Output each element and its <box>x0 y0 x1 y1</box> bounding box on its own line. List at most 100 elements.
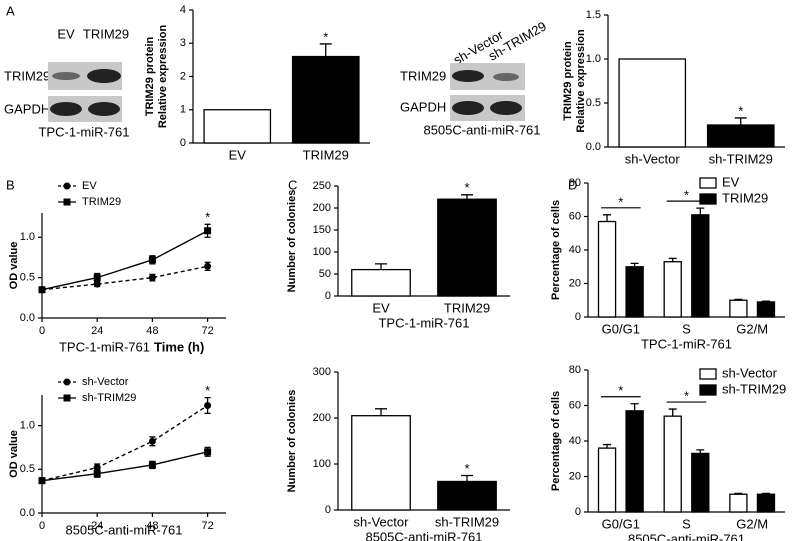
y-tick-label: 250 <box>313 180 331 192</box>
point <box>148 256 156 264</box>
band <box>493 73 519 81</box>
y-tick-label: 2 <box>180 70 186 82</box>
error-bar <box>761 492 770 495</box>
x-tick-label: EV <box>229 147 247 162</box>
y-tick-label: 100 <box>313 246 331 258</box>
y-tick-label: 80 <box>569 177 581 189</box>
bar <box>691 452 710 513</box>
point <box>38 286 46 294</box>
bar <box>729 299 748 318</box>
x-axis-label: Time (h) <box>154 339 204 354</box>
error-bar <box>761 300 770 302</box>
point <box>93 274 101 282</box>
row-label: TRIM29 <box>400 68 446 83</box>
bar <box>351 415 411 511</box>
x-caption: 8505C-anti-miR-761 <box>65 522 182 537</box>
x-tick-label: G0/G1 <box>602 516 640 531</box>
y-tick-label: 40 <box>569 435 581 447</box>
blot-caption: 8505C-anti-miR-761 <box>423 122 540 137</box>
bar <box>203 109 272 144</box>
x-tick-label: TRIM29 <box>444 300 490 315</box>
y-tick-label: 1 <box>180 104 186 116</box>
legend-label: EV <box>722 174 740 189</box>
row-label: TRIM29 <box>4 68 50 83</box>
bar <box>351 268 411 297</box>
x-tick-label: G2/M <box>736 321 768 336</box>
legend-marker <box>63 198 71 206</box>
error-bar <box>461 474 473 482</box>
error-bar <box>461 194 473 200</box>
bar <box>756 493 776 513</box>
y-tick-label: 200 <box>313 412 331 424</box>
legend-label: sh-Vector <box>722 365 778 380</box>
western-blot: EV TRIM29 TRIM29 GAPDH TPC-1-miR-761 <box>4 26 130 139</box>
y-axis-label: Percentage of cells <box>550 200 562 300</box>
legend-marker <box>63 394 71 402</box>
point <box>38 477 46 485</box>
y-tick-label: 100 <box>313 458 331 470</box>
series-line <box>41 451 208 482</box>
row-label: GAPDH <box>4 101 50 116</box>
x-tick-label: 72 <box>201 520 213 532</box>
lane-label: EV <box>57 26 75 41</box>
bar <box>625 266 644 318</box>
x-tick-label: TRIM29 <box>303 147 349 162</box>
legend-label: EV <box>82 180 97 192</box>
bar <box>706 124 775 148</box>
bar <box>437 198 497 297</box>
y-tick-label: 1.5 <box>586 9 601 21</box>
x-tick-label: sh-TRIM29 <box>709 151 773 166</box>
error-bar <box>668 408 677 417</box>
y-tick-label: 0.0 <box>20 507 35 519</box>
legend-label: sh-TRIM29 <box>722 381 786 396</box>
error-bar <box>734 298 743 301</box>
x-tick-label: 0 <box>39 325 45 337</box>
band <box>452 101 484 115</box>
legend-label: TRIM29 <box>82 196 121 208</box>
y-tick-label: 200 <box>313 202 331 214</box>
significance-label: * <box>323 29 328 44</box>
point <box>204 227 212 235</box>
error-bar <box>734 117 747 125</box>
bar <box>618 58 687 148</box>
y-tick-label: 80 <box>569 364 581 376</box>
band <box>490 101 522 115</box>
x-caption: TPC-1-miR-761 <box>59 339 150 354</box>
legend-swatch <box>699 177 717 189</box>
y-tick-label: 0 <box>325 290 331 302</box>
y-tick-label: 60 <box>569 210 581 222</box>
point <box>204 401 212 409</box>
panel-label: C <box>288 177 297 192</box>
blot-caption: TPC-1-miR-761 <box>38 124 129 139</box>
x-tick-label: 48 <box>146 325 158 337</box>
bar <box>597 220 617 318</box>
bar <box>625 410 644 513</box>
x-tick-label: 24 <box>91 520 103 532</box>
error-bar <box>668 257 677 262</box>
series-line <box>41 404 208 482</box>
x-tick-label: sh-Vector <box>354 514 410 529</box>
band <box>50 102 82 116</box>
x-tick-label: sh-TRIM29 <box>435 514 499 529</box>
y-tick-label: 20 <box>569 470 581 482</box>
bar <box>437 480 497 511</box>
bar <box>663 415 682 513</box>
bar <box>729 493 748 513</box>
legend-label: TRIM29 <box>722 190 768 205</box>
y-tick-label: 150 <box>313 224 331 236</box>
x-tick-label: S <box>682 516 691 531</box>
y-tick-label: 0 <box>575 506 581 518</box>
y-tick-label: 0.0 <box>20 312 35 324</box>
x-tick-label: G2/M <box>736 516 768 531</box>
panel-label: D <box>568 177 577 192</box>
x-tick-label: G0/G1 <box>602 321 640 336</box>
error-bar <box>696 207 705 215</box>
band <box>88 102 120 116</box>
x-tick-label: EV <box>372 300 390 315</box>
significance-label: * <box>618 383 623 398</box>
x-tick-label: 72 <box>201 325 213 337</box>
band <box>52 72 80 80</box>
point <box>204 448 212 456</box>
error-bar <box>375 408 387 416</box>
